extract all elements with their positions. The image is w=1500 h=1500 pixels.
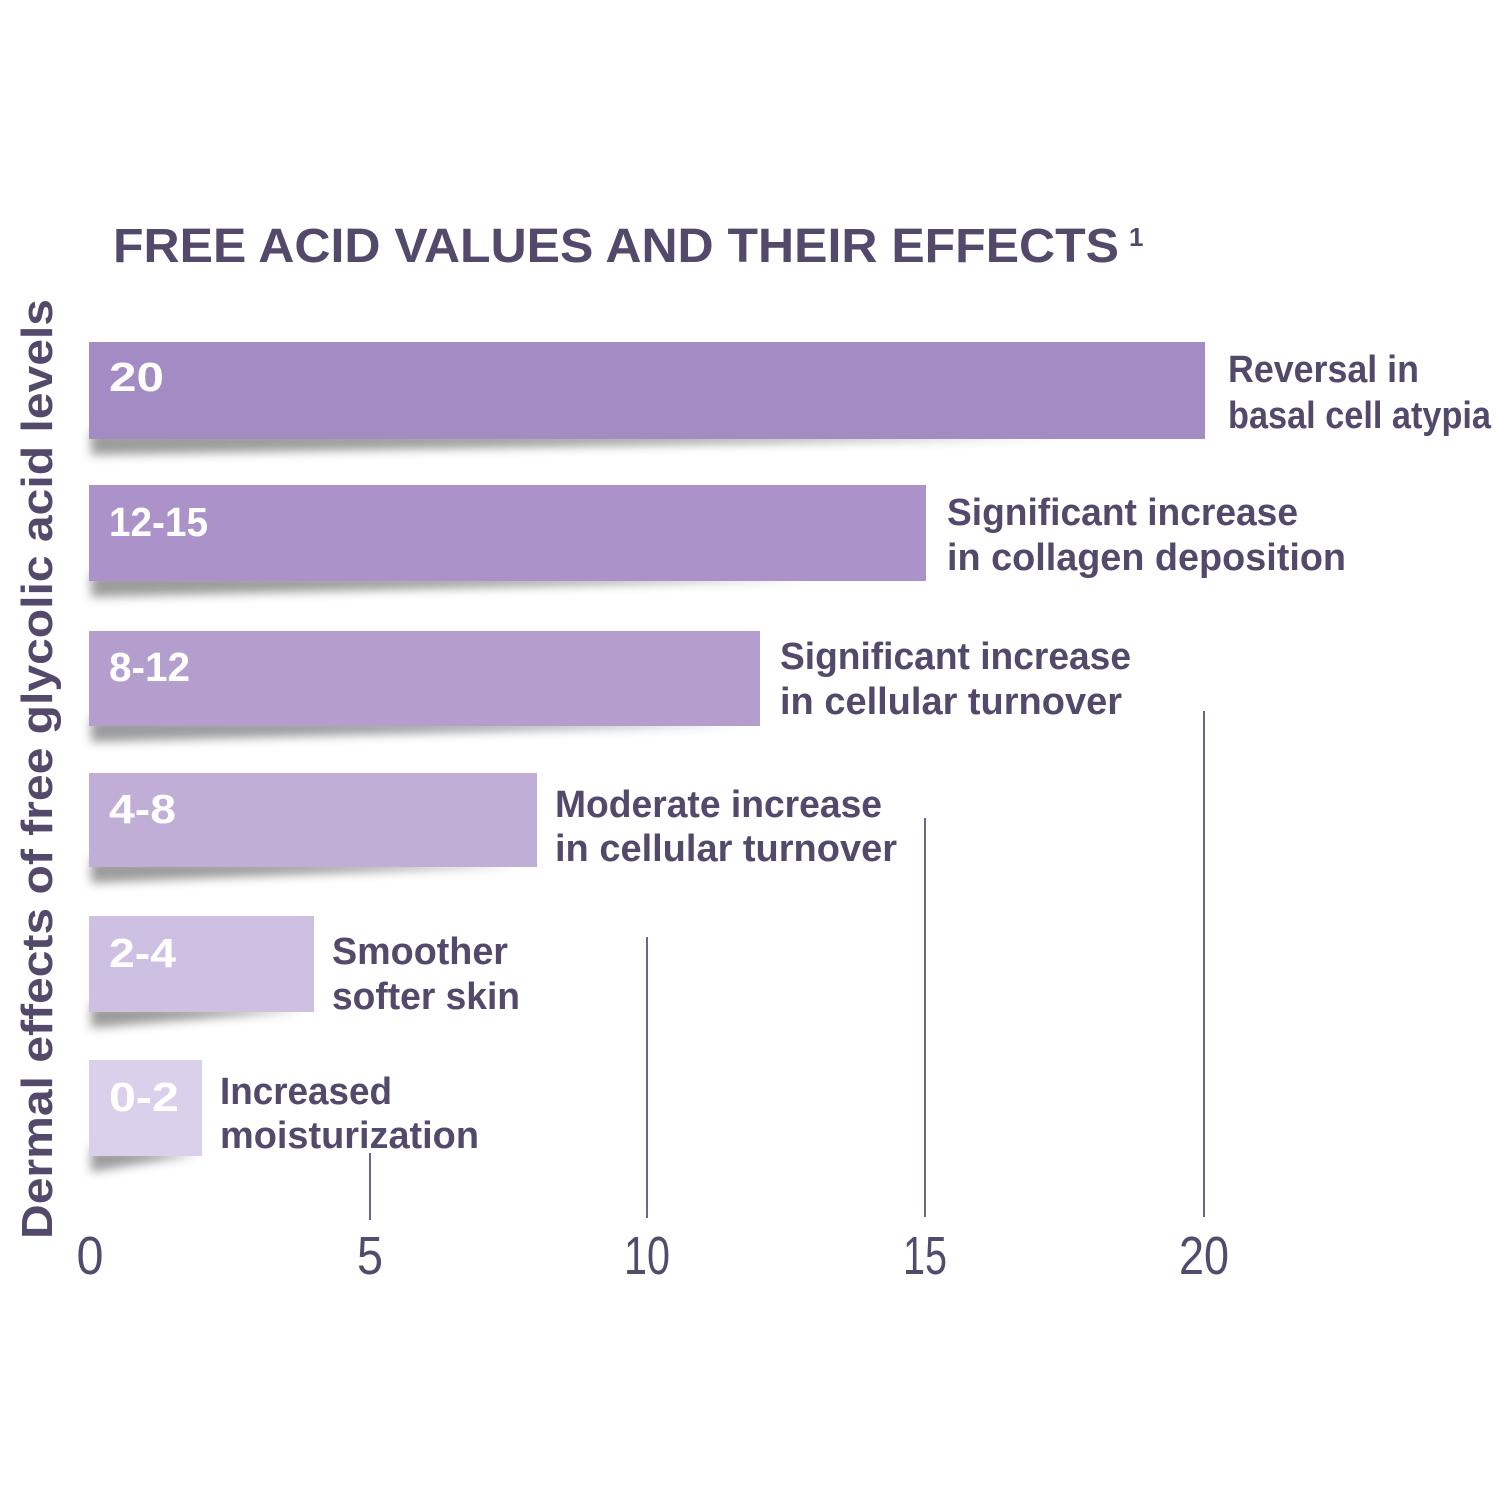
svg-text:Significant increase: Significant increase: [780, 636, 1131, 678]
svg-text:Significant increase: Significant increase: [947, 492, 1298, 534]
svg-text:10: 10: [624, 1226, 670, 1286]
svg-text:Reversal in: Reversal in: [1228, 349, 1419, 391]
svg-text:moisturization: moisturization: [220, 1115, 479, 1157]
svg-text:2-4: 2-4: [109, 930, 176, 976]
svg-text:Increased: Increased: [220, 1071, 392, 1113]
svg-text:0: 0: [77, 1226, 104, 1286]
svg-text:5: 5: [357, 1226, 383, 1286]
svg-text:Dermal effects of free glycoli: Dermal effects of free glycolic acid lev…: [13, 299, 62, 1239]
svg-text:Moderate increase: Moderate increase: [555, 784, 882, 826]
svg-text:4-8: 4-8: [109, 786, 176, 832]
svg-text:Smoother: Smoother: [332, 931, 508, 973]
svg-text:softer skin: softer skin: [332, 976, 520, 1018]
svg-text:0-2: 0-2: [109, 1074, 179, 1120]
svg-text:15: 15: [903, 1226, 947, 1286]
svg-text:FREE ACID VALUES AND THEIR EFF: FREE ACID VALUES AND THEIR EFFECTS: [113, 220, 1119, 273]
svg-text:8-12: 8-12: [109, 644, 190, 690]
svg-text:1: 1: [1129, 222, 1143, 252]
svg-text:in collagen deposition: in collagen deposition: [947, 537, 1346, 579]
svg-text:in cellular turnover: in cellular turnover: [555, 828, 897, 870]
svg-text:basal cell atypia: basal cell atypia: [1228, 395, 1492, 437]
svg-text:12-15: 12-15: [109, 499, 208, 545]
svg-text:20: 20: [1179, 1226, 1229, 1286]
svg-text:in cellular turnover: in cellular turnover: [780, 681, 1122, 723]
svg-text:20: 20: [109, 354, 164, 400]
